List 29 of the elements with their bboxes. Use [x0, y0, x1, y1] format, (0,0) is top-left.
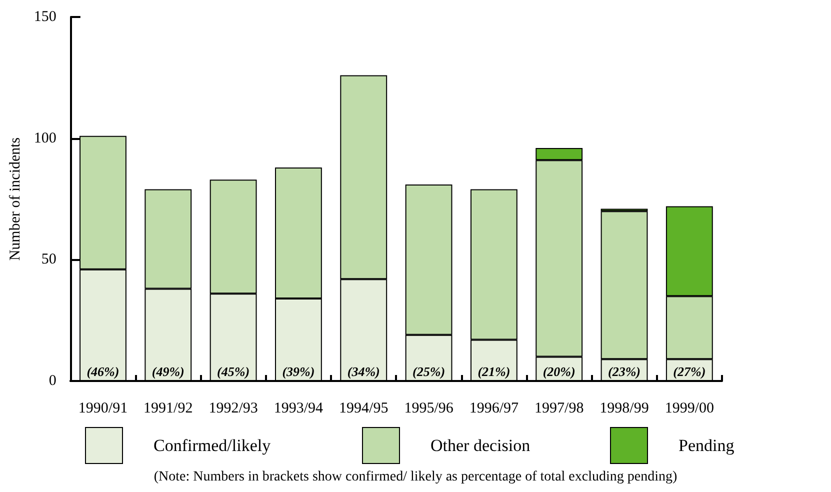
y-tick-label: 150: [34, 9, 56, 25]
x-tick-label: 1997/98: [534, 400, 584, 416]
annotation: (23%): [608, 364, 641, 379]
annotation: (25%): [412, 364, 446, 379]
x-tick-label: 1990/91: [78, 400, 128, 416]
legend-label: Confirmed/likely: [154, 436, 272, 455]
x-tick-label: 1996/97: [469, 400, 520, 416]
x-tick-label: 1998/99: [600, 400, 649, 416]
annotation: (21%): [478, 364, 510, 379]
x-tick-label: 1999/00: [664, 400, 714, 416]
y-tick-label: 100: [34, 130, 56, 146]
y-tick-label: 0: [48, 373, 56, 389]
legend-label: Pending: [678, 436, 735, 455]
legend-label: Other decision: [430, 436, 531, 455]
annotation: (39%): [282, 364, 315, 379]
annotation: (27%): [673, 364, 706, 379]
x-tick-label: 1991/92: [144, 400, 193, 416]
annotation: (46%): [86, 364, 120, 379]
annotation: (45%): [217, 364, 250, 379]
text: (Note: Numbers in brackets show confirmed/ likely as percentage of total excluding pending): [154, 470, 678, 484]
annotation: (49%): [152, 364, 184, 379]
annotation: (34%): [347, 364, 380, 379]
x-tick-label: 1993/94: [274, 400, 324, 416]
x-tick-label: 1992/93: [208, 400, 258, 416]
annotation: (20%): [542, 364, 576, 379]
y-axis-title: Number of incidents: [8, 137, 24, 261]
y-tick-label: 50: [41, 252, 56, 268]
x-tick-label: 1994/95: [339, 400, 388, 416]
x-tick-label: 1995/96: [404, 400, 454, 416]
